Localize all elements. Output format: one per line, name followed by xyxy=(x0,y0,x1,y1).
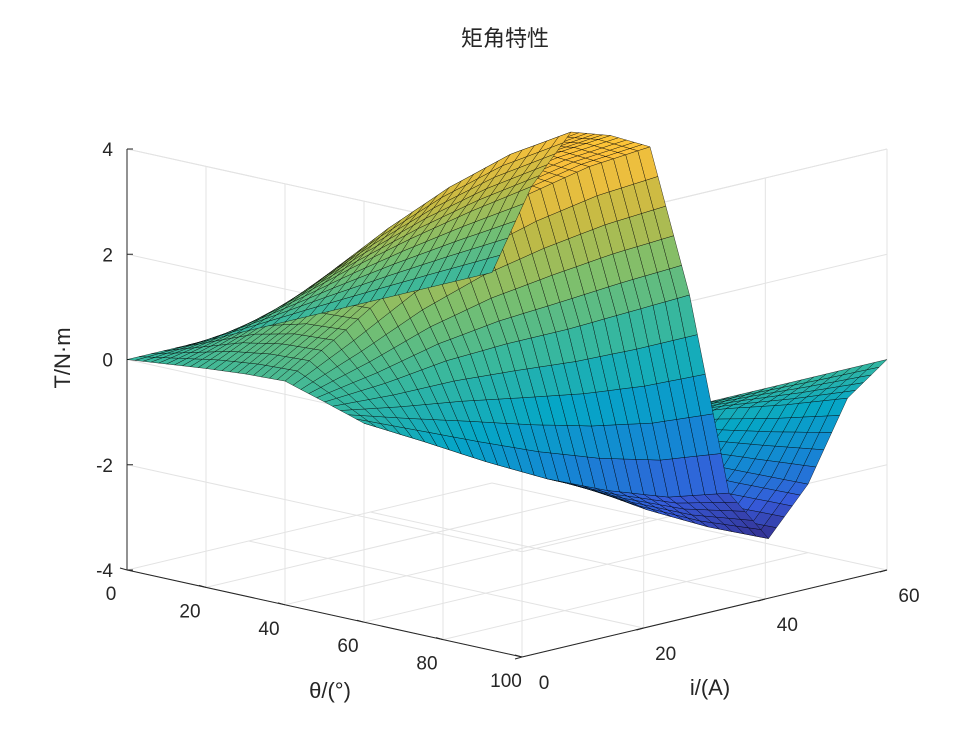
y-tick-label: 40 xyxy=(777,615,798,636)
surface-layer xyxy=(126,131,888,539)
floor-gridline xyxy=(370,511,766,600)
y-tick xyxy=(758,598,766,602)
y-tick-label: 20 xyxy=(655,644,676,665)
x-tick xyxy=(198,584,207,588)
floor-gridline xyxy=(248,540,644,629)
surface-patch xyxy=(479,254,501,276)
x-tick-label: 20 xyxy=(179,601,200,622)
y-tick xyxy=(636,627,644,631)
x-tick xyxy=(435,637,444,641)
y-tick xyxy=(879,569,888,573)
y-axis-label: i/(A) xyxy=(690,675,730,700)
x-tick-label: 80 xyxy=(416,654,437,675)
x-tick-label: 100 xyxy=(490,671,522,692)
x-axis-label: θ/(°) xyxy=(309,678,351,703)
z-tick-label: 4 xyxy=(102,140,113,161)
floor-gridline xyxy=(126,482,493,571)
chart-title: 矩角特性 xyxy=(461,27,549,52)
y-tick-label: 0 xyxy=(539,673,550,694)
z-tick-label: -2 xyxy=(96,456,113,477)
y-tick xyxy=(514,656,523,660)
floor-gridline xyxy=(491,482,888,571)
z-tick-label: 2 xyxy=(102,245,113,266)
x-tick xyxy=(277,602,286,606)
y-axis-line xyxy=(521,569,888,658)
x-tick-label: 60 xyxy=(337,636,358,657)
z-axis-label: T/N·m xyxy=(50,327,75,388)
floor-gridline xyxy=(442,552,809,641)
x-tick xyxy=(514,654,523,658)
x-tick xyxy=(119,567,128,571)
floor-gridline xyxy=(363,534,730,623)
y-tick-label: 60 xyxy=(898,586,919,607)
x-axis-line xyxy=(126,569,523,658)
x-tick xyxy=(356,619,365,623)
x-tick-label: 0 xyxy=(106,584,117,605)
back-wall-gridline xyxy=(126,464,523,553)
x-tick-label: 40 xyxy=(258,619,279,640)
z-tick-label: 0 xyxy=(102,351,113,372)
floor-gridline xyxy=(205,499,572,588)
floor-gridline xyxy=(284,517,651,606)
z-tick-label: -4 xyxy=(96,561,113,582)
